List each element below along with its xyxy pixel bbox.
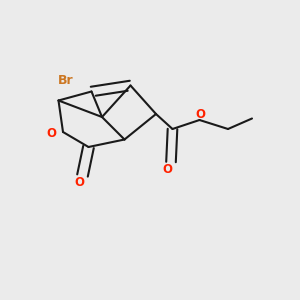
Text: Br: Br [58, 74, 74, 88]
Text: O: O [162, 163, 172, 176]
Text: O: O [46, 127, 56, 140]
Text: O: O [195, 107, 206, 121]
Text: O: O [74, 176, 85, 190]
